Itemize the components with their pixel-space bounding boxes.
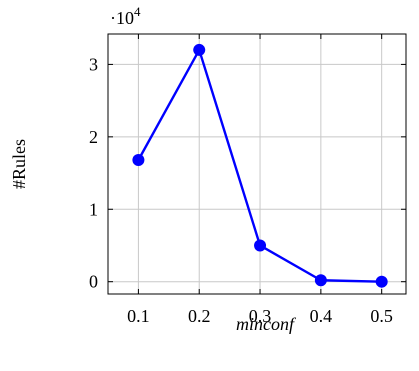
y-tick-label-2: 2 (89, 127, 98, 147)
x-axis-label: minconf (236, 314, 297, 334)
y-tick-label-0: 0 (89, 272, 98, 292)
ticks: 0.1 0.2 0.3 0.4 0.5 0 1 2 3 (89, 34, 406, 326)
x-tick-label-3: 0.4 (310, 306, 333, 326)
x-tick-label-2: 0.3 (249, 306, 272, 326)
y-scale-factor: ·104 (110, 4, 141, 28)
labels: ·104 #Rules minconf (9, 4, 297, 334)
y-tick-label-3: 3 (89, 54, 98, 74)
y-axis-label: #Rules (9, 139, 29, 189)
plot-frame (107, 33, 407, 295)
y-tick-label-1: 1 (89, 199, 98, 219)
series-layer (132, 43, 388, 288)
data-point-0-3 (314, 274, 327, 287)
x-tick-label-0: 0.1 (127, 306, 150, 326)
data-point-0-0 (132, 154, 145, 167)
data-point-0-1 (193, 43, 206, 56)
x-tick-label-1: 0.2 (188, 306, 211, 326)
grid (108, 34, 406, 294)
data-point-0-4 (375, 275, 388, 288)
x-tick-label-4: 0.5 (370, 306, 393, 326)
data-point-0-2 (254, 239, 267, 252)
